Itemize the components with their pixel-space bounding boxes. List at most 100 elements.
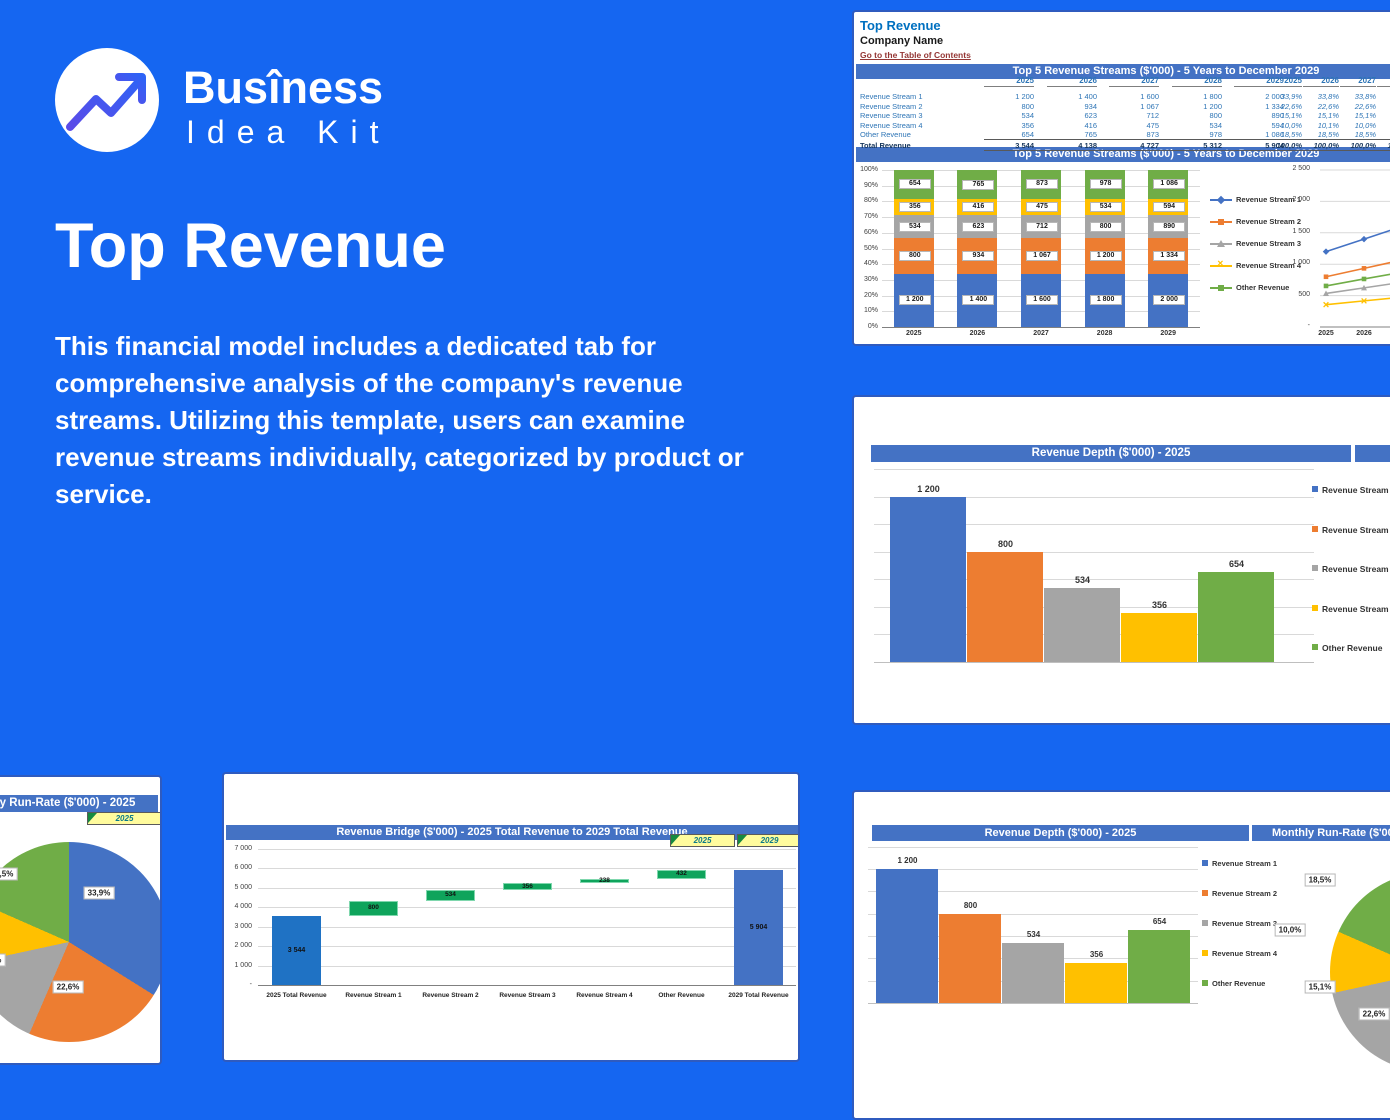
line-marker [1361,276,1367,282]
line-marker [1323,301,1329,308]
logo-circle [55,48,159,152]
table-cell-value: 2 000 [1265,92,1284,101]
depth-gridline [868,913,1198,915]
line-y-tick-label: 1 000 [1292,259,1310,267]
stacked-data-label: 356 [898,201,931,212]
line-series [1325,273,1390,287]
from-year-dropdown[interactable]: 2025 [670,834,735,847]
depth-data-label: 654 [1228,558,1245,569]
legend-item: ✕ Revenue Stream 4 [1210,259,1310,271]
bridge-gridline [258,946,796,948]
depth-data-label: 534 [1026,930,1041,940]
stacked-y-tick-label: 90% [863,181,878,189]
legend-swatch [1312,486,1318,492]
stacked-data-label: 2 000 [1153,295,1186,306]
line-chart [1320,169,1390,328]
bridge-data-label: 5 904 [749,923,768,931]
line-series [1325,283,1390,295]
table-year-header: 2029 [1234,76,1284,87]
year-filter-dropdown[interactable]: 2025 [87,812,160,825]
table-row-label: Revenue Stream 1 [860,92,923,101]
depth-title-2: Revenue Depth ($'000) - 2025 [984,827,1137,839]
table-total-value: 5 904 [1265,140,1284,150]
legend-item: Revenue Stream 2 [1202,889,1312,899]
pie-data-label: 33,9% [83,886,115,900]
table-cell-value: 1 600 [1140,92,1159,101]
stacked-data-label: 594 [1153,201,1186,212]
line-marker [1360,235,1368,243]
legend-label: Revenue Stream 1 [1212,859,1278,868]
bridge-bar [734,870,783,985]
legend-swatch [1312,525,1318,532]
legend-label: Revenue Stream 2 [1322,524,1390,535]
table-of-contents-link[interactable]: Go to the Table of Contents [860,50,971,60]
table-total-pct: 100,0% [1350,140,1376,150]
legend-marker-square [1218,219,1224,225]
line-x-tick-label: 2026 [1356,330,1372,337]
table-total-pct: 100,0% [1276,140,1302,150]
table-total-value: 3 544 [1015,140,1034,150]
stacked-data-label: 1 400 [962,295,995,306]
runrate-pie [1330,872,1390,1072]
line-series [1325,229,1390,253]
table-cell-value: 800 [1209,111,1222,120]
legend-item: Revenue Stream 3 [1210,239,1310,249]
table-total-label: Total Revenue [860,140,911,150]
depth-data-label: 1 200 [917,483,940,494]
table-total-value: 5 312 [1203,140,1222,150]
legend-label: Revenue Stream 2 [1212,889,1278,898]
bridge-gridline [258,907,796,909]
bridge-y-tick-label: - [249,981,252,988]
depth-bar [939,913,1001,1003]
depth-gridline [868,846,1198,848]
total-row-divider [1264,138,1390,140]
line-marker [1323,283,1329,289]
legend-label: Other Revenue [1236,283,1290,292]
table-cell-value: 1 200 [1015,92,1034,101]
legend-item: Other Revenue [1202,979,1312,989]
line-marker [1361,266,1367,271]
table-cell-pct: 15,1% [1280,111,1302,120]
depth-gridline [868,868,1198,870]
brand-name: Busîness [183,62,384,113]
table-total-value: 4 727 [1140,140,1159,150]
bridge-y-tick-label: 1 000 [234,961,252,969]
table-cell-value: 1 800 [1203,92,1222,101]
table-cell-pct: 10,1% [1317,120,1339,130]
table-cell-value: 712 [1146,111,1159,120]
stacked-x-axis [882,327,1200,328]
legend-item: Other Revenue [1210,283,1310,293]
bridge-bar [426,890,475,901]
bridge-y-tick-label: 3 000 [234,922,252,930]
table-total-pct: 100,0% [1375,141,1390,150]
table-year-header: 2027 [1109,76,1159,87]
legend-item: Revenue Stream 3 [1202,919,1312,929]
table-cell-value: 475 [1146,120,1159,130]
table-year-header: 2026 [1047,76,1097,87]
stacked-y-tick-label: 30% [863,275,878,283]
stacked-data-label: 475 [1026,201,1058,212]
legend-label: Revenue Stream 3 [1236,239,1302,248]
runrate-title: Monthly Run-Rate ($'000) - 2025 [0,797,136,809]
depth-title-bar-2: Revenue Depth ($'000) - 2025 [872,825,1249,841]
stacked-x-tick-label: 2028 [1096,330,1113,337]
table-cell-value: 1 086 [1265,130,1284,139]
table-cell-value: 873 [1146,130,1159,139]
stacked-data-label: 416 [962,201,995,212]
depth-title-bar: Revenue Depth ($'000) - 2025 [871,445,1351,462]
bridge-bar [503,883,552,891]
depth-bar [1121,612,1197,662]
section-title-bar: Top 5 Revenue Streams ($'000) - 5 Years … [856,64,1390,79]
legend-label: Other Revenue [1322,643,1383,653]
table-year-header: 2025 [984,76,1034,87]
stacked-data-label: 890 [1153,221,1186,232]
legend-item: Revenue Stream 2 [1312,525,1390,535]
line-marker [1323,290,1329,296]
depth-bar [1002,943,1064,1003]
table-cell-value: 934 [1084,101,1097,111]
table-cell-value: 1 200 [1203,101,1222,111]
depth-data-label: 1 200 [897,855,918,865]
legend-item: Revenue Stream 1 [1312,485,1390,495]
to-year-dropdown[interactable]: 2029 [737,834,798,847]
depth-bar [967,551,1043,662]
